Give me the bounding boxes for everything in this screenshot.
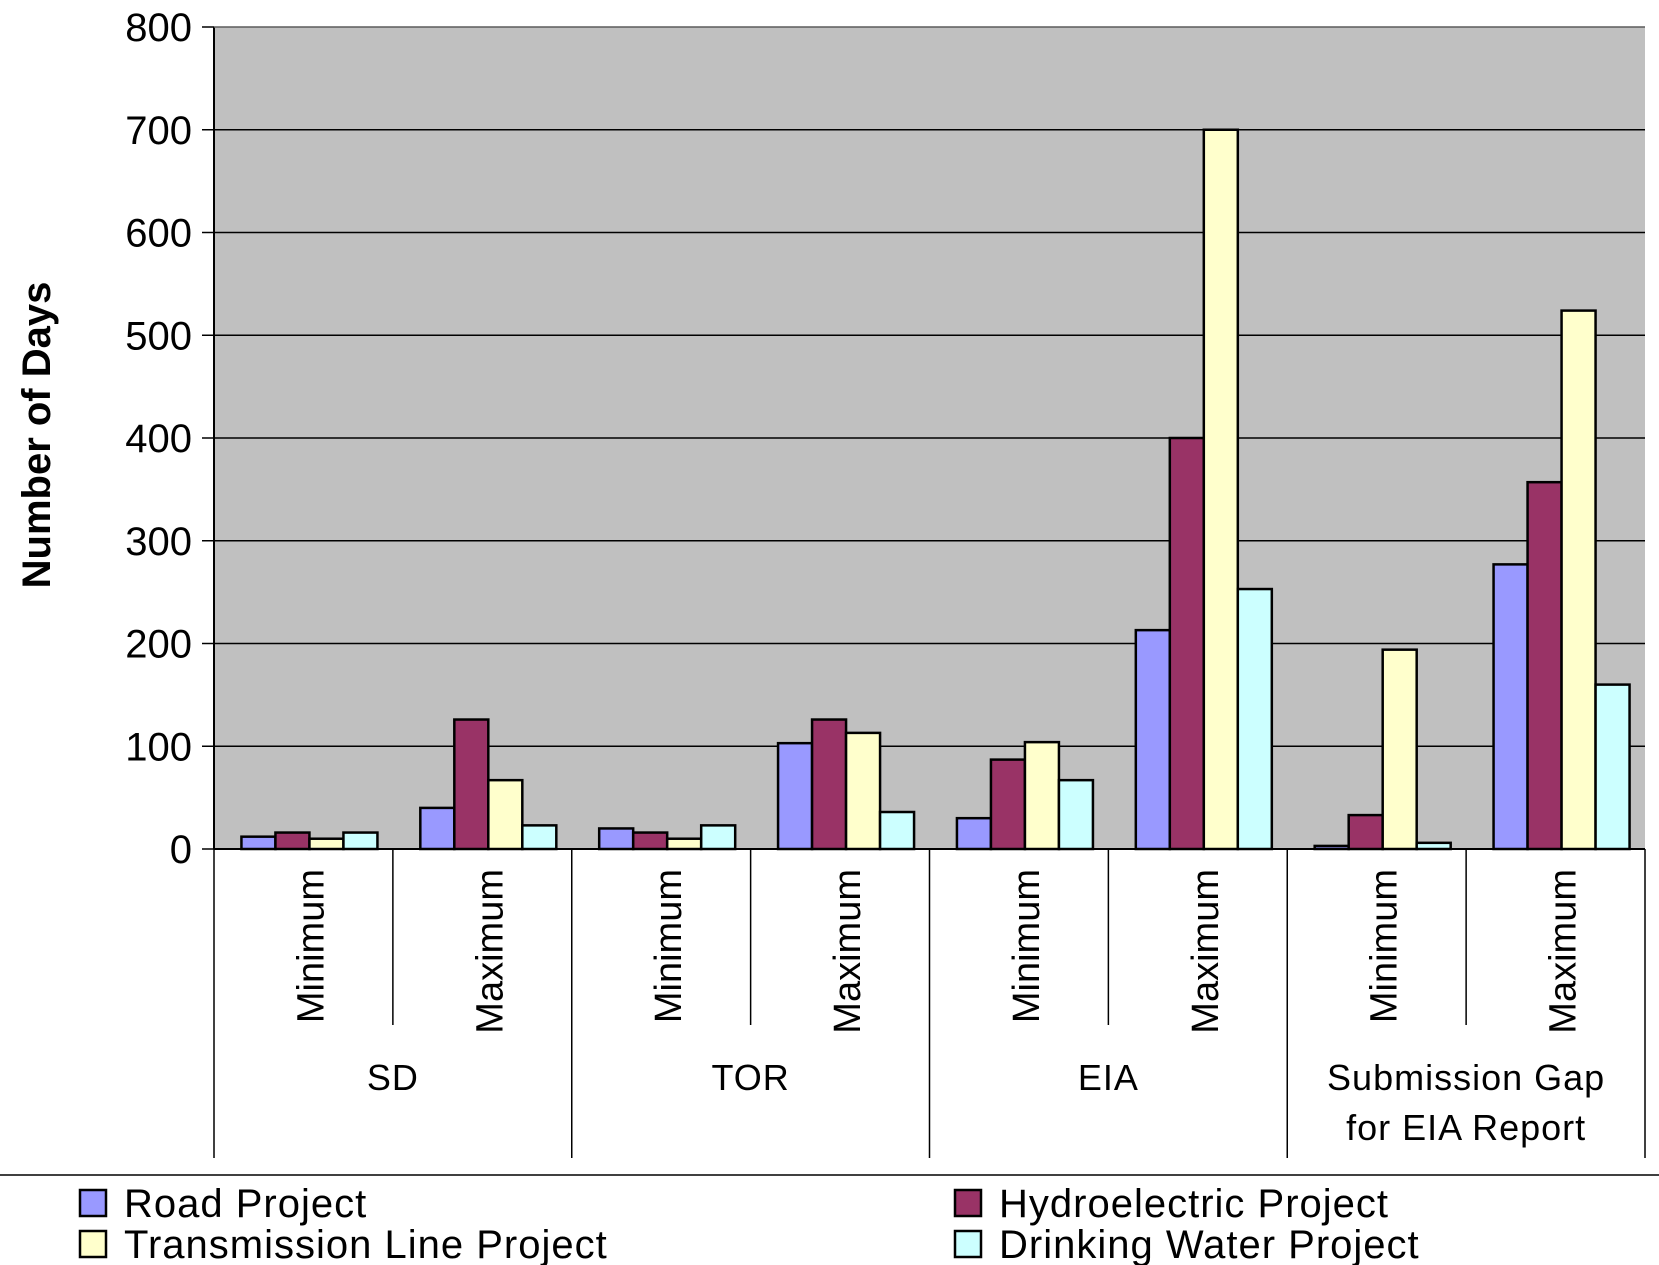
bar bbox=[1415, 841, 1452, 851]
bar bbox=[597, 827, 635, 851]
bar bbox=[1236, 587, 1274, 851]
legend-label: Transmission Line Project bbox=[124, 1223, 608, 1265]
bar bbox=[521, 824, 558, 851]
bar bbox=[487, 778, 524, 851]
bar bbox=[955, 816, 993, 851]
y-tick-label: 200 bbox=[125, 623, 192, 667]
bar bbox=[1594, 683, 1631, 851]
x-subcategory-label: Maximum bbox=[827, 869, 869, 1034]
bar bbox=[631, 831, 669, 851]
bar bbox=[1526, 480, 1563, 851]
bar bbox=[878, 810, 916, 851]
y-axis-ticks: 0 100 200 300 400 500 600 700 800 bbox=[125, 6, 1645, 872]
bar bbox=[419, 806, 456, 851]
x-group-label: Submission Gap bbox=[1327, 1057, 1605, 1098]
bar bbox=[1492, 563, 1529, 851]
legend-swatch bbox=[953, 1229, 983, 1259]
bar bbox=[1560, 309, 1597, 851]
y-tick-label: 0 bbox=[170, 828, 192, 872]
bar bbox=[1057, 778, 1095, 851]
bar bbox=[776, 741, 814, 851]
bar bbox=[1202, 128, 1240, 851]
bar bbox=[274, 831, 311, 851]
y-tick-label: 500 bbox=[125, 314, 192, 358]
x-axis: Minimum Maximum SD Minimum Maximum TOR Minimum… bbox=[213, 849, 1646, 1158]
x-group-label: TOR bbox=[711, 1057, 789, 1098]
bar bbox=[810, 718, 848, 851]
bar bbox=[1313, 844, 1350, 851]
x-subcategory-label: Minimum bbox=[1006, 869, 1048, 1023]
bar bbox=[1381, 648, 1418, 851]
legend: Road Project Hydroelectric Project Transmi… bbox=[78, 1182, 1420, 1265]
x-subcategory-label: Maximum bbox=[1543, 869, 1585, 1034]
legend-swatch bbox=[953, 1188, 983, 1218]
legend-label: Drinking Water Project bbox=[999, 1223, 1420, 1265]
x-group-label: for EIA Report bbox=[1346, 1107, 1586, 1148]
legend-label: Road Project bbox=[124, 1182, 367, 1226]
y-tick-label: 300 bbox=[125, 520, 192, 564]
x-subcategory-label: Minimum bbox=[1364, 869, 1406, 1023]
legend-swatch bbox=[78, 1188, 108, 1218]
bar bbox=[844, 731, 882, 851]
y-tick-label: 100 bbox=[125, 725, 192, 769]
bar bbox=[1023, 740, 1061, 851]
bar bbox=[1134, 628, 1172, 851]
bar bbox=[453, 718, 490, 851]
bar bbox=[699, 824, 737, 851]
y-tick-label: 800 bbox=[125, 6, 192, 50]
bars bbox=[240, 128, 1631, 851]
bar bbox=[989, 758, 1027, 851]
y-tick-label: 700 bbox=[125, 109, 192, 153]
bar bbox=[308, 837, 345, 851]
x-subcategory-label: Minimum bbox=[290, 869, 332, 1023]
x-subcategory-label: Maximum bbox=[1185, 869, 1227, 1034]
y-tick-label: 600 bbox=[125, 212, 192, 256]
x-subcategory-label: Maximum bbox=[469, 869, 511, 1034]
x-group-label: SD bbox=[367, 1057, 419, 1098]
legend-label: Hydroelectric Project bbox=[999, 1182, 1389, 1226]
bar bbox=[240, 835, 277, 851]
x-subcategory-label: Minimum bbox=[648, 869, 690, 1023]
bar bbox=[1347, 813, 1384, 851]
bar bbox=[665, 837, 703, 851]
bar bbox=[1168, 436, 1206, 851]
y-tick-label: 400 bbox=[125, 417, 192, 461]
bar bbox=[342, 831, 379, 851]
x-group-label: EIA bbox=[1078, 1057, 1139, 1098]
y-axis-label: Number of Days bbox=[15, 282, 59, 589]
legend-swatch bbox=[78, 1229, 108, 1259]
